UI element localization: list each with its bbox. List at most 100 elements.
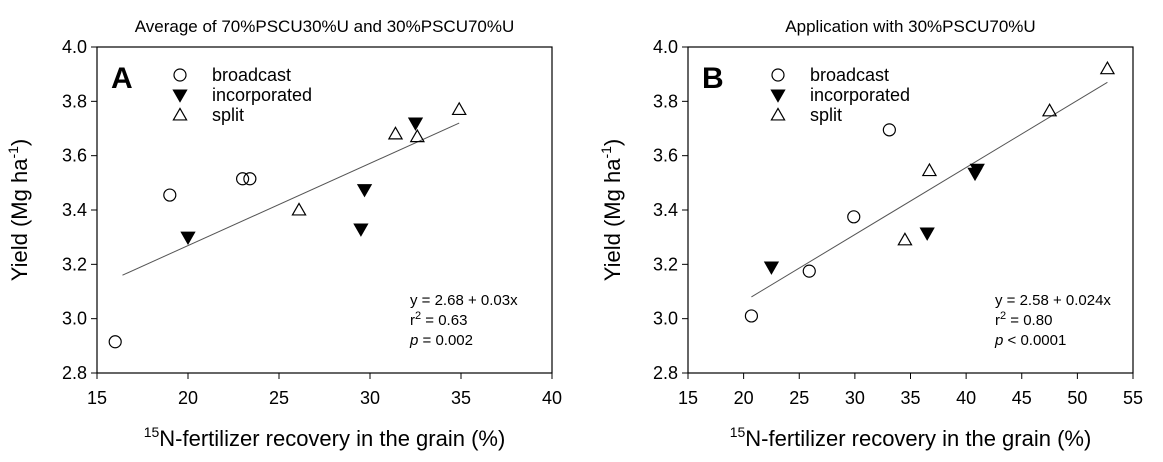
chart-title: Application with 30%PSCU70%U <box>785 17 1035 36</box>
legend-marker <box>771 68 785 82</box>
p-symbol: p <box>409 332 418 349</box>
chart-title: Average of 70%PSCU30%U and 30%PSCU70%U <box>135 17 515 36</box>
x-label-sup: 15 <box>144 424 160 440</box>
x-tick-label: 30 <box>360 388 380 408</box>
r-squared: r2 = 0.63 <box>410 310 467 329</box>
point <box>1099 60 1116 75</box>
p-text: = 0.002 <box>418 332 473 349</box>
panel-label: B <box>702 62 724 95</box>
point <box>763 261 780 275</box>
x-axis-label: 15N-fertilizer recovery in the grain (%) <box>730 424 1092 451</box>
point <box>236 172 250 186</box>
x-tick-label: 25 <box>789 388 809 408</box>
legend-label: split <box>810 105 842 125</box>
point <box>451 101 467 116</box>
x-tick-label: 40 <box>542 388 562 408</box>
point <box>802 264 816 278</box>
legend-marker <box>172 107 188 121</box>
legend-label: incorporated <box>810 85 910 105</box>
x-tick-label: 15 <box>87 388 107 408</box>
x-tick-label: 40 <box>956 388 976 408</box>
r-sup: 2 <box>1000 310 1006 322</box>
legend-label: broadcast <box>810 65 889 85</box>
point <box>407 117 424 131</box>
point <box>409 128 425 143</box>
r-symbol: r <box>410 312 415 329</box>
x-tick-label: 35 <box>900 388 920 408</box>
y-label-text: Yield (Mg ha <box>7 158 32 281</box>
panel: Application with 30%PSCU70%U B 15 20 25 30 35 4… <box>598 17 1143 451</box>
legend-label: incorporated <box>212 85 312 105</box>
x-tick-label: 35 <box>451 388 471 408</box>
x-tick-label: 25 <box>269 388 289 408</box>
point <box>847 210 861 224</box>
legend-label: split <box>212 105 244 125</box>
panel-label: A <box>111 62 133 95</box>
y-tick-label: 3.2 <box>653 254 678 274</box>
legend-marker <box>172 89 188 103</box>
y-tick-label: 3.2 <box>62 254 87 274</box>
point <box>108 335 122 349</box>
x-axis-label: 15N-fertilizer recovery in the grain (%) <box>144 424 506 451</box>
p-value: p = 0.002 <box>409 332 473 349</box>
y-tick-label: 4.0 <box>62 37 87 57</box>
point <box>291 202 307 216</box>
y-tick-label: 3.4 <box>62 200 87 220</box>
legend-marker <box>173 68 187 82</box>
y-axis-label: Yield (Mg ha-1) <box>5 139 32 281</box>
fit-line <box>122 122 460 276</box>
x-tick-label: 20 <box>734 388 754 408</box>
point <box>163 188 177 202</box>
r-sup: 2 <box>415 310 421 322</box>
x-label-text: N-fertilizer recovery in the grain (%) <box>159 426 505 451</box>
plot-frame <box>687 46 1134 374</box>
point <box>921 162 938 177</box>
r-symbol: r <box>995 312 1000 329</box>
x-tick-label: 50 <box>1067 388 1087 408</box>
r-text: = 0.80 <box>1006 312 1052 329</box>
point <box>243 172 257 186</box>
y-tick-label: 3.4 <box>653 200 678 220</box>
y-label-sup: -1 <box>5 146 21 159</box>
y-label-end: ) <box>600 139 625 146</box>
equation: y = 2.58 + 0.024x <box>995 292 1111 309</box>
legend-marker <box>770 89 786 103</box>
x-tick-label: 55 <box>1123 388 1143 408</box>
p-symbol: p <box>994 332 1003 349</box>
y-axis-label: Yield (Mg ha-1) <box>598 139 625 281</box>
point <box>744 309 759 323</box>
point <box>969 163 985 178</box>
legend-marker <box>770 107 786 121</box>
y-tick-label: 3.0 <box>62 309 87 329</box>
y-tick-label: 3.0 <box>653 309 678 329</box>
point <box>180 231 196 245</box>
x-label-text: N-fertilizer recovery in the grain (%) <box>745 426 1091 451</box>
point <box>1041 103 1058 117</box>
point <box>882 123 896 137</box>
y-label-end: ) <box>7 139 32 146</box>
x-tick-label: 15 <box>678 388 698 408</box>
x-tick-label: 45 <box>1012 388 1032 408</box>
x-label-sup: 15 <box>730 424 746 440</box>
y-tick-label: 4.0 <box>653 37 678 57</box>
equation: y = 2.68 + 0.03x <box>410 292 518 309</box>
y-label-sup: -1 <box>598 146 614 159</box>
fit-line <box>751 81 1108 298</box>
r-squared: r2 = 0.80 <box>995 310 1052 329</box>
legend-label: broadcast <box>212 65 291 85</box>
p-text: < 0.0001 <box>1003 332 1066 349</box>
panel: Average of 70%PSCU30%U and 30%PSCU70%U A 1… <box>5 17 562 451</box>
x-tick-label: 20 <box>178 388 198 408</box>
y-tick-label: 3.6 <box>653 146 678 166</box>
p-value: p < 0.0001 <box>994 332 1066 349</box>
y-tick-label: 3.8 <box>653 91 678 111</box>
point <box>919 227 935 241</box>
y-tick-label: 2.8 <box>62 363 87 383</box>
y-label-text: Yield (Mg ha <box>600 158 625 281</box>
point <box>356 184 373 198</box>
y-tick-label: 2.8 <box>653 363 678 383</box>
y-tick-label: 3.8 <box>62 91 87 111</box>
y-tick-label: 3.6 <box>62 146 87 166</box>
point <box>353 223 369 237</box>
